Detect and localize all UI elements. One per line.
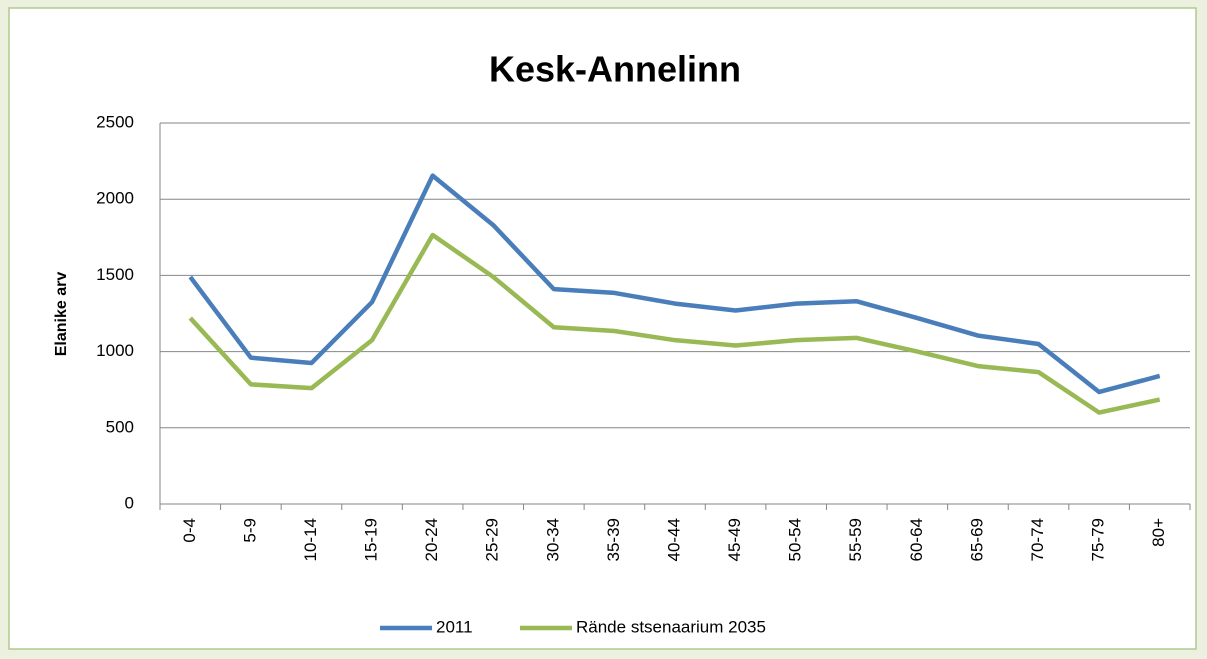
x-tick-label: 50-54 xyxy=(786,518,805,561)
y-tick-label: 1500 xyxy=(96,265,134,284)
series-line xyxy=(188,232,1161,415)
x-tick-label: 20-24 xyxy=(422,518,441,561)
y-axis-label: Elanike arv xyxy=(53,272,70,357)
y-tick-label: 2000 xyxy=(96,189,134,208)
legend-label: Rände stsenaarium 2035 xyxy=(576,617,766,636)
x-tick-label: 70-74 xyxy=(1028,518,1047,561)
y-tick-label: 1000 xyxy=(96,341,134,360)
x-tick-label: 65-69 xyxy=(967,518,986,561)
series-line xyxy=(188,173,1161,395)
y-tick-label: 2500 xyxy=(96,112,134,131)
x-tick-label: 55-59 xyxy=(846,518,865,561)
x-tick-label: 25-29 xyxy=(483,518,502,561)
chart-title: Kesk-Annelinn xyxy=(489,49,741,90)
x-tick-label: 10-14 xyxy=(301,518,320,561)
x-tick-label: 5-9 xyxy=(240,518,259,543)
legend-label: 2011 xyxy=(436,617,473,636)
x-tick-label: 35-39 xyxy=(604,518,623,561)
x-tick-label: 40-44 xyxy=(664,518,683,561)
x-tick-label: 0-4 xyxy=(180,518,199,543)
x-tick-label: 30-34 xyxy=(543,518,562,561)
x-tick-label: 45-49 xyxy=(725,518,744,561)
x-tick-label: 60-64 xyxy=(907,518,926,561)
x-tick-label: 15-19 xyxy=(362,518,381,561)
y-tick-label: 0 xyxy=(125,493,134,512)
y-tick-label: 500 xyxy=(106,417,134,436)
x-tick-label: 75-79 xyxy=(1089,518,1108,561)
x-tick-label: 80+ xyxy=(1149,518,1168,547)
